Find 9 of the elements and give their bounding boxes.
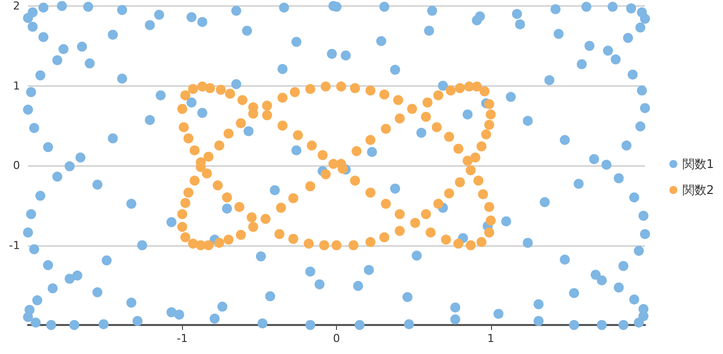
y-tick-label: 1 xyxy=(13,79,20,92)
x-tick-label: -1 xyxy=(176,332,188,345)
y-tick-label: 0 xyxy=(13,159,20,172)
x-tick-label: 0 xyxy=(333,332,340,345)
y-tick-label: 2 xyxy=(13,0,20,12)
y-tick-label: -1 xyxy=(9,238,20,252)
legend-label: 関数2 xyxy=(682,183,714,197)
x-tick-label: 1 xyxy=(487,332,494,345)
legend-label: 関数1 xyxy=(682,157,714,171)
